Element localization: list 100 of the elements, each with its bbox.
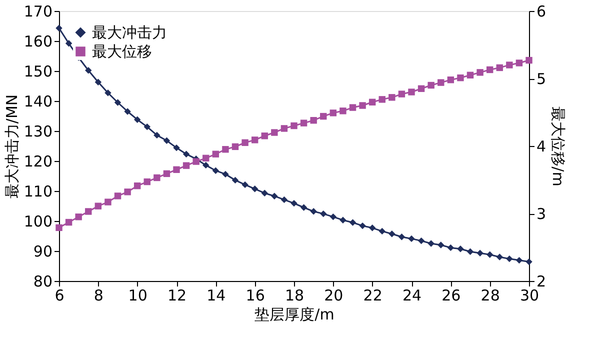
point [104,90,112,96]
point [124,188,131,196]
point [340,108,346,114]
point [378,96,386,103]
x-tick-label: 28 [480,286,500,304]
y-tick-label: 130 [24,122,52,140]
point [496,254,503,260]
point [378,228,386,235]
point [457,246,464,252]
point [280,125,288,132]
y2-tick-label: 4 [536,138,546,156]
point [388,94,396,101]
point [163,170,170,178]
y-tick-label: 80 [33,272,52,290]
point [438,79,444,86]
point [261,190,268,196]
point [408,88,415,96]
point [516,256,523,264]
point [428,82,434,89]
legend-label: 最大位移 [92,42,152,60]
x-tick-label: 30 [520,286,540,304]
point [398,234,406,240]
point [232,176,239,184]
point [330,110,337,116]
point [104,198,112,206]
point [486,251,494,258]
point [94,202,102,210]
point [212,150,220,158]
y2-axis-title: 最大位移/m [549,106,568,186]
x-tick-label: 24 [402,286,422,304]
y-tick-label: 100 [24,212,52,230]
x-tick-label: 12 [167,286,187,304]
point [368,98,376,106]
point [310,116,317,124]
point [202,154,210,162]
y2-tick-label: 6 [536,2,546,20]
point [154,132,160,139]
point [359,102,366,109]
point [182,150,190,158]
y-tick-label: 140 [24,92,52,110]
point [65,218,72,226]
y2-tick-label: 5 [536,70,546,88]
point [476,250,484,256]
x-tick-label: 10 [128,286,148,304]
point [144,123,150,130]
x-tick-label: 26 [442,286,461,304]
x-tick-label: 18 [284,286,304,304]
point [134,116,141,123]
point [447,244,454,252]
point [251,136,258,144]
point [251,186,258,192]
x-tick-label: 8 [94,286,104,304]
point [144,178,150,186]
point [428,240,434,247]
point [290,200,298,207]
point [94,78,102,86]
y-tick-label: 170 [24,2,52,20]
point [222,170,229,178]
point [271,129,278,136]
x-tick-label: 6 [54,286,64,304]
x-tick-label: 22 [363,286,382,304]
point [173,144,180,152]
point [114,99,122,106]
point [65,40,72,47]
x-tick-label: 20 [324,286,344,304]
point [418,85,425,92]
point [368,224,376,232]
point [418,237,425,244]
point [56,24,62,32]
y-axis-title: 最大冲击力/MN [2,94,21,199]
point [212,167,220,174]
point [320,112,327,120]
point [330,213,337,220]
point [85,208,92,215]
point [163,137,170,144]
x-axis-title: 垫层厚度/m [254,306,334,324]
point [496,64,503,72]
point [202,162,210,169]
point [340,216,346,224]
point [408,235,415,242]
point [232,143,239,150]
point [242,139,248,146]
point [310,208,317,215]
point [154,174,160,182]
point [526,258,532,266]
y-tick-label: 120 [24,152,52,170]
point [300,204,308,211]
point [320,210,327,218]
point [114,192,122,200]
y2-tick-label: 2 [536,272,546,290]
point [124,108,131,115]
y-tick-label: 110 [24,182,52,200]
y-tick-label: 150 [24,62,52,80]
point [486,66,494,74]
point [242,181,248,188]
point [349,219,356,226]
legend-label: 最大冲击力 [92,24,167,42]
point [182,162,190,169]
point [271,192,278,200]
point [466,72,474,78]
